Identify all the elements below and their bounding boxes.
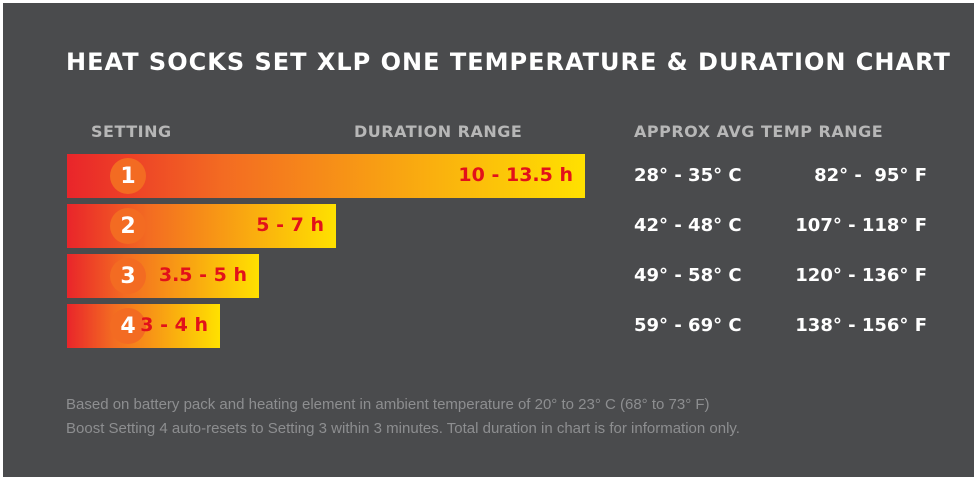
temp-c-1: 28° - 35° C (634, 165, 742, 186)
note-line-1: Based on battery pack and heating elemen… (66, 396, 710, 413)
setting-badge-1: 1 (110, 158, 146, 194)
note-line-2: Boost Setting 4 auto-resets to Setting 3… (66, 420, 740, 437)
header-setting: SETTING (91, 122, 172, 141)
chart-title: HEAT SOCKS SET XLP ONE TEMPERATURE & DUR… (66, 48, 951, 76)
header-temp: APPROX AVG TEMP RANGE (634, 122, 884, 141)
temp-f-3: 120° - 136° F (795, 265, 927, 286)
temp-c-3: 49° - 58° C (634, 265, 742, 286)
setting-badge-4: 4 (110, 308, 146, 344)
setting-badge-2: 2 (110, 208, 146, 244)
duration-label-4: 3 - 4 h (140, 314, 208, 336)
duration-label-3: 3.5 - 5 h (158, 264, 247, 286)
temp-f-4: 138° - 156° F (795, 315, 927, 336)
temp-f-2: 107° - 118° F (795, 215, 927, 236)
setting-badge-3: 3 (110, 258, 146, 294)
temp-c-2: 42° - 48° C (634, 215, 742, 236)
duration-bar-1 (67, 154, 585, 198)
duration-bar-3 (67, 254, 259, 298)
duration-label-2: 5 - 7 h (256, 214, 324, 236)
duration-label-1: 10 - 13.5 h (458, 164, 573, 186)
temp-c-4: 59° - 69° C (634, 315, 742, 336)
temp-f-1: 82° - 95° F (814, 165, 927, 186)
header-duration: DURATION RANGE (354, 122, 523, 141)
